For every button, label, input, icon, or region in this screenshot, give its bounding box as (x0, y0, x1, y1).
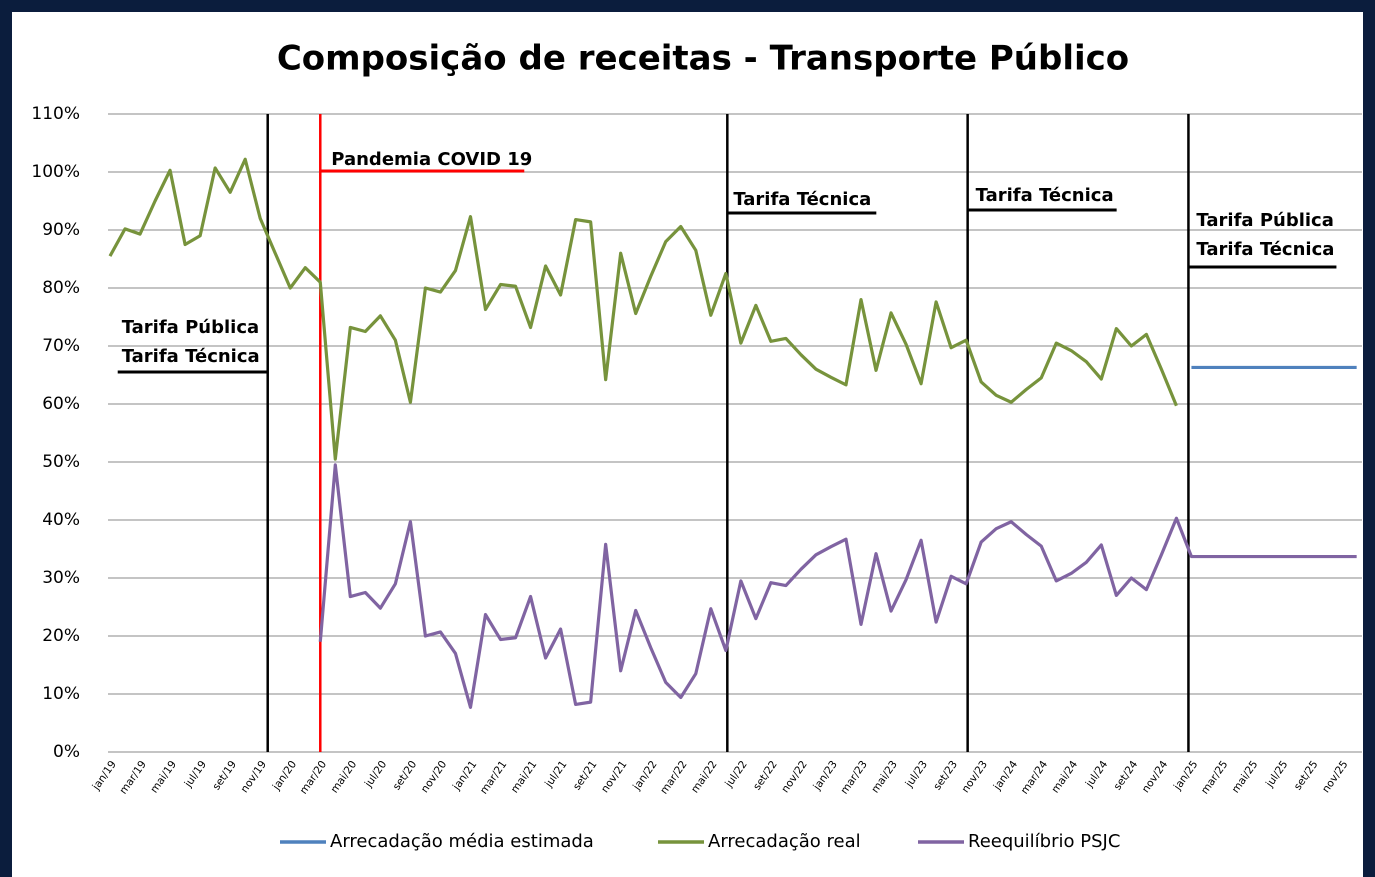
x-tick-label: mar/22 (658, 759, 690, 797)
annotation-text: Tarifa Pública (1196, 210, 1333, 231)
x-tick-label: mar/23 (838, 759, 870, 797)
y-tick-label: 90% (42, 220, 80, 240)
y-tick-label: 0% (53, 742, 80, 762)
annotation-text: Tarifa Pública (122, 317, 259, 338)
annotation-text: Tarifa Técnica (122, 346, 260, 367)
x-tick-label: jan/19 (90, 759, 119, 794)
chart-panel (12, 12, 1363, 877)
x-tick-label: set/22 (751, 759, 780, 793)
x-tick-label: mai/19 (148, 759, 179, 796)
y-tick-label: 40% (42, 510, 80, 530)
x-tick-label: nov/19 (239, 759, 270, 796)
y-tick-label: 10% (42, 684, 80, 704)
y-tick-label: 30% (42, 568, 80, 588)
x-tick-label: mai/24 (1049, 758, 1080, 795)
x-tick-label: set/19 (210, 759, 239, 793)
x-tick-label: nov/21 (599, 759, 630, 796)
x-tick-label: mai/21 (509, 759, 540, 796)
x-tick-label: jan/22 (630, 759, 659, 794)
y-tick-label: 100% (31, 162, 80, 182)
x-tick-label: set/24 (1112, 758, 1141, 792)
x-tick-label: set/23 (931, 759, 960, 793)
x-tick-label: jul/21 (542, 759, 569, 791)
y-tick-label: 20% (42, 626, 80, 646)
x-tick-label: mai/23 (869, 759, 900, 796)
x-tick-label: nov/20 (419, 759, 450, 796)
x-tick-label: mar/24 (1019, 758, 1051, 796)
x-tick-label: mar/21 (478, 759, 510, 797)
legend-label: Reequilíbrio PSJC (968, 831, 1120, 852)
annotation-text: Tarifa Técnica (733, 189, 871, 210)
x-tick-label: mai/25 (1230, 759, 1261, 796)
y-tick-label: 50% (42, 452, 80, 472)
x-tick-label: jul/19 (182, 759, 209, 791)
x-tick-label: jan/21 (450, 759, 479, 794)
series-line (108, 157, 1178, 461)
x-tick-label: mar/19 (117, 759, 149, 797)
x-tick-label: jan/24 (991, 758, 1020, 793)
x-tick-label: mai/22 (689, 759, 720, 796)
legend-label: Arrecadação média estimada (330, 831, 594, 852)
x-tick-label: nov/22 (779, 759, 810, 796)
x-tick-label: nov/23 (959, 759, 990, 796)
x-tick-label: jul/23 (903, 759, 930, 791)
y-tick-label: 70% (42, 336, 80, 356)
x-tick-label: jul/22 (722, 759, 749, 791)
y-tick-label: 60% (42, 394, 80, 414)
x-tick-label: jan/25 (1171, 759, 1200, 794)
x-tick-label: nov/24 (1140, 758, 1171, 795)
x-tick-label: nov/25 (1320, 759, 1351, 796)
annotation-text: Tarifa Técnica (976, 185, 1114, 206)
annotation-text: Pandemia COVID 19 (331, 149, 532, 170)
x-tick-label: mai/20 (328, 759, 359, 796)
chart-title: Composição de receitas - Transporte Públ… (277, 39, 1129, 79)
x-tick-label: jul/20 (362, 759, 389, 791)
x-tick-label: set/21 (571, 759, 600, 793)
x-tick-label: jul/25 (1263, 759, 1290, 791)
annotation-text: Tarifa Técnica (1196, 239, 1334, 260)
series-line (318, 463, 1357, 709)
y-tick-label: 80% (42, 278, 80, 298)
x-tick-label: set/20 (391, 759, 420, 793)
x-tick-label: mar/25 (1199, 759, 1231, 797)
x-tick-label: jan/23 (811, 759, 840, 794)
y-tick-label: 110% (31, 104, 80, 124)
x-tick-label: set/25 (1292, 759, 1321, 793)
x-tick-label: jul/24 (1083, 758, 1110, 790)
x-tick-label: jan/20 (270, 759, 299, 794)
x-tick-label: mar/20 (298, 759, 330, 797)
legend-label: Arrecadação real (708, 831, 861, 852)
